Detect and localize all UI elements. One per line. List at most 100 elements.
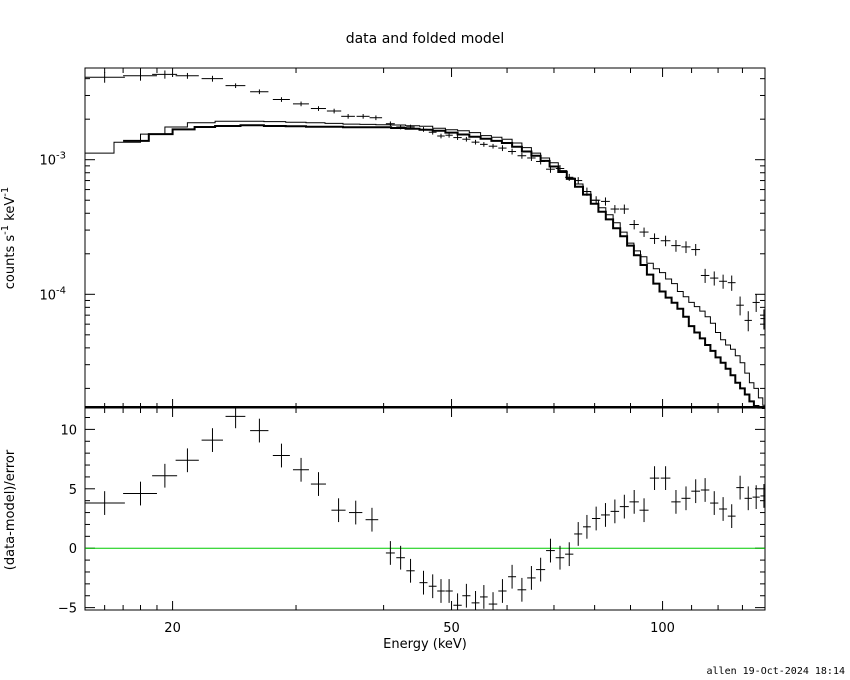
data-point (760, 309, 765, 330)
data-point (292, 101, 309, 107)
data-point (123, 71, 157, 81)
data-point (700, 268, 710, 283)
data-point (508, 148, 517, 155)
data-point (736, 296, 744, 316)
residual-point (365, 507, 379, 532)
residual-point (681, 486, 691, 511)
residual-point (719, 497, 728, 521)
footer-stamp: allen 19-Oct-2024 18:14 (707, 666, 845, 677)
residual-point (691, 479, 701, 504)
x-tick-label: 20 (164, 621, 181, 636)
y-axis-label-counts-exp: -1 (0, 225, 11, 235)
data-point (480, 142, 488, 147)
residual-point (152, 463, 178, 488)
residual-point (428, 574, 437, 599)
y-tick-label: 0 (69, 542, 77, 557)
data-point (471, 139, 480, 145)
residual-point (396, 545, 405, 570)
y-axis-label-top: counts s-1 keV-1 (0, 187, 18, 289)
data-point (555, 165, 565, 173)
data-point (385, 121, 395, 127)
residual-point (744, 486, 752, 511)
data-point (462, 136, 471, 142)
residual-point (85, 491, 125, 515)
data-point (175, 72, 199, 79)
residual-point (123, 481, 157, 506)
data-point (369, 115, 383, 121)
data-point (591, 196, 601, 205)
residual-point (660, 466, 671, 490)
residual-point (639, 498, 649, 523)
residual-point (225, 408, 246, 429)
residual-point (517, 577, 527, 602)
data-point (356, 114, 370, 119)
data-point (601, 197, 610, 206)
data-point (498, 145, 507, 152)
data-point (660, 235, 671, 247)
residual-point (462, 583, 471, 608)
y-tick-label: −5 (58, 602, 77, 617)
residual-point (671, 489, 681, 514)
residual-point (292, 457, 309, 482)
data-point (250, 89, 269, 95)
bottom-panel-residual-points (85, 408, 765, 610)
residual-point (582, 514, 591, 539)
residual-point (727, 504, 736, 529)
data-point (272, 97, 290, 102)
data-point (406, 124, 415, 130)
residual-point (498, 579, 507, 603)
x-tick-label: 50 (443, 621, 460, 636)
data-point (629, 220, 639, 230)
data-point (152, 70, 178, 79)
x-tick-label: 100 (650, 621, 675, 636)
residual-point (555, 545, 565, 570)
data-point (671, 240, 681, 252)
data-point (574, 177, 583, 185)
y-axis-label-bottom: (data-model)/error (3, 449, 18, 570)
residual-point (527, 566, 536, 590)
residual-point (752, 485, 760, 509)
residual-point (610, 499, 620, 524)
data-point (639, 227, 649, 237)
top-panel-axis: 10-3 10-4 (39, 68, 766, 408)
data-point (727, 275, 736, 291)
residual-point (437, 579, 445, 603)
y-tick-label: 5 (69, 483, 77, 498)
data-point (326, 108, 342, 114)
data-point (396, 124, 405, 130)
data-point (582, 187, 591, 196)
residual-point (700, 478, 710, 502)
y-axis-label-unit-exp: -1 (0, 187, 11, 197)
data-point (681, 241, 691, 254)
residual-point (508, 564, 517, 589)
top-panel-models (85, 120, 765, 409)
y-tick-label: 10-4 (39, 285, 66, 303)
residual-point (760, 484, 765, 508)
residual-point (565, 542, 574, 567)
data-point (527, 155, 536, 161)
residual-point (546, 538, 555, 563)
data-point (546, 165, 555, 173)
top-panel-frame (84, 67, 766, 409)
model-curve-thin (85, 120, 765, 406)
data-point (691, 243, 701, 256)
data-point (225, 83, 246, 89)
chart-title: data and folded model (346, 31, 505, 47)
residual-point (201, 428, 223, 452)
residual-point (536, 557, 546, 582)
residual-point (250, 418, 269, 443)
residual-point (406, 558, 415, 583)
y-axis-label-unit: keV (3, 197, 18, 221)
data-point (649, 233, 660, 244)
residual-point (175, 448, 199, 473)
data-point (752, 294, 760, 312)
data-point (536, 158, 546, 165)
data-point (710, 271, 719, 286)
residual-point (471, 590, 480, 610)
residual-point (453, 593, 462, 610)
x-axis-label: Energy (keV) (383, 637, 467, 652)
residual-point (272, 443, 290, 468)
y-tick-label: 10-3 (39, 151, 66, 169)
